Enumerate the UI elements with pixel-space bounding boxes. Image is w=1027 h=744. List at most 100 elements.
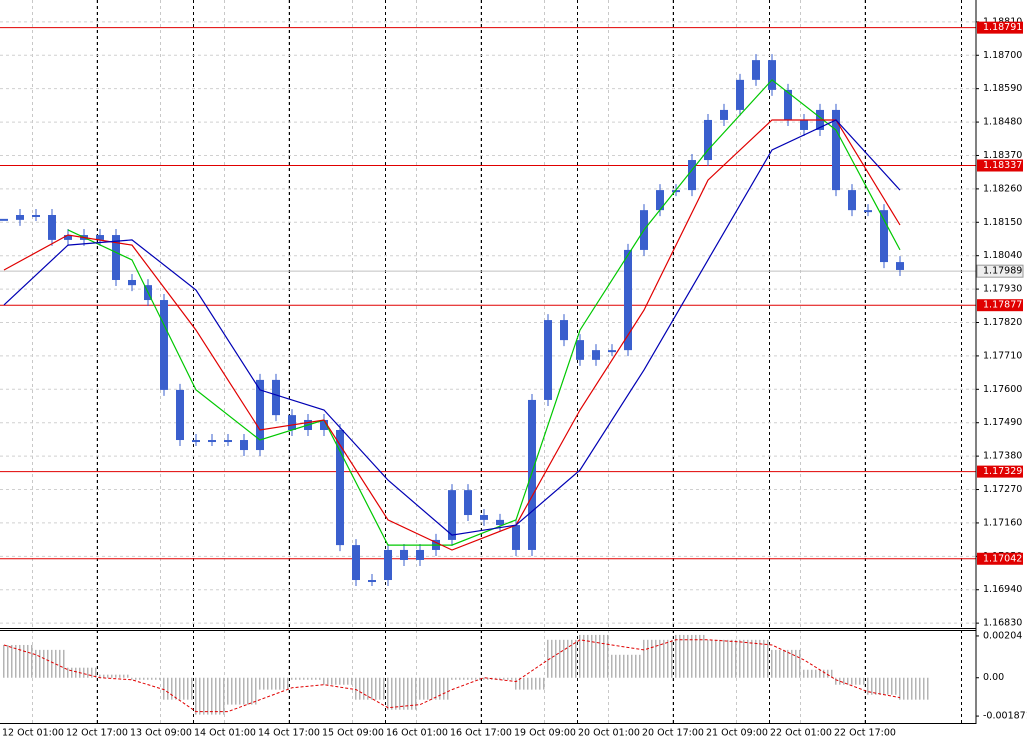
level-label: 1.17877 (983, 300, 1022, 311)
histogram-bar (807, 669, 809, 678)
histogram-bar (863, 677, 865, 685)
candle (384, 549, 392, 581)
x-tick-label: 16 Oct 17:00 (450, 728, 512, 739)
histogram-bar (875, 677, 877, 695)
y-tick-label: 1.17600 (983, 384, 1022, 395)
candle (720, 109, 728, 120)
level-label: 1.18791 (983, 22, 1022, 33)
candle (736, 79, 744, 110)
histogram-bar (203, 677, 205, 715)
histogram-bar (911, 677, 913, 700)
histogram-bar (619, 654, 621, 678)
y-tick-label: 1.17490 (983, 417, 1022, 428)
histogram-bar (451, 677, 453, 680)
candle (320, 419, 328, 431)
histogram-bar (835, 677, 837, 685)
histogram-bar (891, 677, 893, 695)
histogram-bar (695, 634, 697, 678)
histogram-bar (275, 677, 277, 690)
histogram-bar (803, 669, 805, 678)
y-tick-label: 1.18700 (983, 50, 1022, 61)
histogram-bar (31, 644, 33, 678)
histogram-bar (447, 677, 449, 700)
histogram-bar (635, 654, 637, 678)
candle (192, 440, 200, 443)
histogram-bar (291, 677, 293, 680)
histogram-bar (267, 677, 269, 690)
candle (464, 490, 472, 516)
histogram-bar (487, 677, 489, 680)
histogram-bar (899, 677, 901, 700)
histogram-bar (423, 677, 425, 700)
histogram-bar (791, 649, 793, 678)
histogram-bar (99, 674, 101, 678)
histogram-bar (787, 649, 789, 678)
histogram-bar (871, 677, 873, 695)
histogram-bar (907, 677, 909, 700)
histogram-bar (339, 677, 341, 685)
histogram-bar (411, 677, 413, 710)
candle (288, 415, 296, 431)
histogram-bar (7, 644, 9, 678)
x-tick-label: 16 Oct 01:00 (386, 728, 448, 739)
histogram-bar (855, 677, 857, 685)
candle (176, 389, 184, 441)
histogram-bar (795, 649, 797, 678)
histogram-bar (59, 649, 61, 678)
histogram-bar (587, 634, 589, 678)
histogram-bar (575, 639, 577, 678)
x-tick-label: 13 Oct 09:00 (130, 728, 192, 739)
candle (560, 320, 568, 341)
histogram-bar (391, 677, 393, 710)
histogram-bar (763, 639, 765, 678)
candle (768, 60, 776, 90)
x-tick-label: 20 Oct 17:00 (642, 728, 704, 739)
histogram-bar (735, 639, 737, 678)
histogram-bar (407, 677, 409, 710)
x-tick-label: 21 Oct 09:00 (706, 728, 768, 739)
histogram-bar (371, 677, 373, 700)
histogram-bar (139, 677, 141, 680)
histogram-bar (623, 654, 625, 678)
candle (64, 235, 72, 240)
candle (336, 430, 344, 546)
histogram-bar (455, 677, 457, 680)
histogram-bar (283, 677, 285, 690)
x-tick-label: 14 Oct 17:00 (258, 728, 320, 739)
histogram-bar (127, 674, 129, 678)
histogram-bar (639, 654, 641, 678)
histogram-bar (39, 649, 41, 678)
histogram-bar (759, 639, 761, 678)
histogram-bar (555, 639, 557, 678)
histogram-bar (207, 677, 209, 715)
histogram-bar (507, 677, 509, 680)
histogram-bar (595, 634, 597, 678)
histogram-bar (151, 677, 153, 680)
histogram-bar (95, 667, 97, 678)
histogram-bar (227, 677, 229, 705)
y-tick-label: 0.00 (983, 672, 1004, 683)
histogram-bar (591, 634, 593, 678)
histogram-bar (483, 677, 485, 680)
histogram-bar (631, 654, 633, 678)
histogram-bar (655, 639, 657, 678)
candle (528, 399, 536, 550)
histogram-bar (279, 677, 281, 690)
histogram-bar (219, 677, 221, 715)
histogram-bar (387, 677, 389, 710)
histogram-bar (111, 674, 113, 678)
x-tick-label: 12 Oct 01:00 (2, 728, 64, 739)
histogram-bar (383, 677, 385, 700)
x-tick-label: 22 Oct 17:00 (834, 728, 896, 739)
histogram-bar (135, 677, 137, 680)
histogram-bar (443, 677, 445, 700)
candle (96, 235, 104, 240)
histogram-bar (315, 677, 317, 680)
histogram-bar (699, 634, 701, 678)
histogram-bar (247, 677, 249, 705)
histogram-bar (199, 677, 201, 715)
histogram-bar (711, 639, 713, 678)
histogram-bar (799, 649, 801, 678)
histogram-bar (175, 677, 177, 700)
